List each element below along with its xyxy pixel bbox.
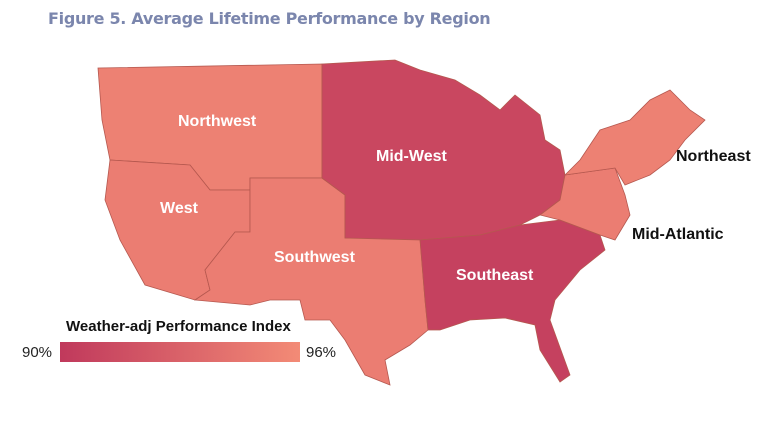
- label-midwest: Mid-West: [376, 148, 447, 165]
- region-northeast: [563, 89, 706, 186]
- label-southwest: Southwest: [274, 249, 356, 266]
- legend-color-scale: [60, 342, 300, 362]
- legend-min-label: 90%: [22, 344, 53, 361]
- label-midatlantic: Mid-Atlantic: [632, 226, 724, 243]
- label-southeast: Southeast: [456, 267, 534, 284]
- label-northwest: Northwest: [178, 113, 257, 130]
- legend-title: Weather-adj Performance Index: [66, 318, 291, 335]
- region-midwest: [321, 59, 566, 241]
- label-northeast: Northeast: [676, 148, 751, 165]
- figure-title: Figure 5. Average Lifetime Performance b…: [48, 9, 491, 28]
- legend-max-label: 96%: [306, 344, 337, 361]
- label-west: West: [160, 200, 199, 217]
- region-southeast: [419, 219, 606, 383]
